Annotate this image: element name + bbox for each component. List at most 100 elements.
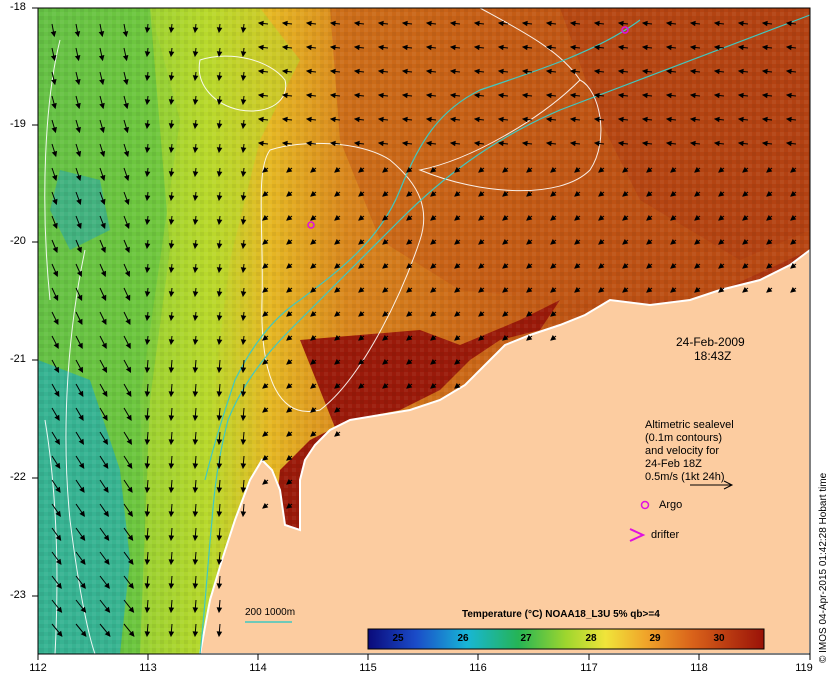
velocity-arrowhead [76, 222, 82, 230]
velocity-arrowhead [329, 44, 336, 51]
velocity-arrowhead [358, 238, 365, 245]
velocity-arrowhead [449, 116, 456, 123]
velocity-arrowhead [689, 92, 696, 99]
velocity-arrowhead [785, 116, 792, 123]
legend-line: 0.5m/s (1kt 24h) [645, 471, 725, 483]
velocity-arrowhead [574, 166, 581, 173]
velocity-arrowhead [521, 68, 528, 75]
velocity-arrowhead [382, 286, 389, 293]
velocity-arrowhead [102, 414, 108, 421]
velocity-arrowhead [334, 214, 341, 221]
velocity-arrowhead [168, 195, 175, 202]
velocity-arrowhead [545, 68, 552, 75]
velocity-arrowhead [257, 140, 264, 147]
velocity-arrowhead [144, 559, 151, 566]
colorbar-tick: 26 [457, 633, 469, 644]
velocity-arrowhead [104, 582, 110, 589]
velocity-arrowhead [50, 31, 57, 38]
velocity-arrowhead [257, 20, 264, 27]
velocity-arrowhead [192, 607, 199, 614]
velocity-arrowhead [168, 391, 175, 398]
velocity-arrowhead [425, 140, 432, 147]
velocity-arrowhead [144, 463, 151, 470]
velocity-arrowhead [430, 382, 437, 389]
velocity-arrowhead [329, 92, 336, 99]
colorbar [367, 628, 765, 650]
velocity-arrowhead [144, 391, 151, 398]
velocity-arrowhead [449, 68, 456, 75]
velocity-arrowhead [144, 315, 151, 322]
lon-label: 119 [795, 662, 813, 674]
velocity-arrowhead [216, 123, 223, 130]
velocity-arrowhead [622, 190, 629, 197]
velocity-arrowhead [694, 166, 701, 173]
velocity-arrowhead [216, 511, 223, 518]
velocity-arrowhead [216, 27, 223, 34]
velocity-arrowhead [240, 339, 247, 346]
velocity-arrowhead [353, 68, 360, 75]
velocity-arrowhead [406, 382, 413, 389]
velocity-arrowhead [128, 606, 135, 613]
velocity-arrowhead [168, 267, 175, 274]
velocity-arrowhead [240, 147, 247, 154]
lon-label: 117 [580, 662, 598, 674]
velocity-arrowhead [550, 334, 557, 341]
velocity-arrowhead [790, 190, 797, 197]
velocity-arrowhead [240, 463, 247, 470]
velocity-arrowhead [192, 367, 199, 374]
velocity-arrowhead [192, 147, 199, 154]
velocity-arrowhead [286, 502, 293, 509]
velocity-arrowhead [425, 44, 432, 51]
colorbar-tick: 30 [713, 633, 725, 644]
velocity-arrowhead [281, 44, 288, 51]
velocity-arrowhead [216, 195, 223, 202]
velocity-arrowhead [665, 92, 672, 99]
velocity-arrowhead [353, 116, 360, 123]
velocity-arrowhead [76, 270, 83, 278]
velocity-arrowhead [694, 214, 701, 221]
velocity-arrowhead [598, 262, 605, 269]
map-time: 18:43Z [694, 349, 732, 363]
velocity-arrowhead [144, 147, 151, 154]
velocity-arrowhead [545, 92, 552, 99]
velocity-arrowhead [665, 116, 672, 123]
velocity-arrowhead [104, 630, 111, 637]
velocity-arrowhead [78, 438, 84, 445]
velocity-arrowhead [310, 238, 317, 245]
velocity-arrowhead [785, 140, 792, 147]
velocity-arrowhead [689, 140, 696, 147]
velocity-arrowhead [310, 406, 317, 413]
velocity-arrowhead [790, 214, 797, 221]
velocity-arrowhead [125, 366, 132, 373]
velocity-arrowhead [192, 535, 199, 542]
velocity-arrowhead [128, 630, 135, 637]
velocity-arrowhead [713, 140, 720, 147]
velocity-arrowhead [125, 342, 131, 349]
velocity-arrowhead [358, 310, 365, 317]
velocity-arrowhead [622, 214, 629, 221]
velocity-arrowhead [622, 238, 629, 245]
velocity-arrowhead [622, 166, 629, 173]
velocity-arrowhead [473, 92, 480, 99]
velocity-arrowhead [168, 415, 175, 422]
velocity-arrowhead [329, 68, 336, 75]
velocity-arrowhead [281, 92, 288, 99]
velocity-arrowhead [449, 140, 456, 147]
velocity-arrowhead [123, 78, 129, 86]
velocity-arrowhead [737, 140, 744, 147]
velocity-arrowhead [737, 44, 744, 51]
velocity-arrowhead [168, 367, 175, 374]
velocity-arrowhead [593, 44, 600, 51]
velocity-arrowhead [334, 238, 341, 245]
velocity-arrowhead [192, 123, 199, 130]
velocity-arrowhead [766, 190, 773, 197]
velocity-arrowhead [382, 214, 389, 221]
velocity-arrowhead [334, 430, 341, 437]
velocity-arrowhead [761, 140, 768, 147]
velocity-arrowhead [75, 174, 82, 182]
velocity-arrowhead [100, 222, 106, 230]
velocity-arrowhead [123, 150, 130, 158]
velocity-arrowhead [144, 367, 151, 374]
velocity-arrowhead [192, 27, 199, 34]
